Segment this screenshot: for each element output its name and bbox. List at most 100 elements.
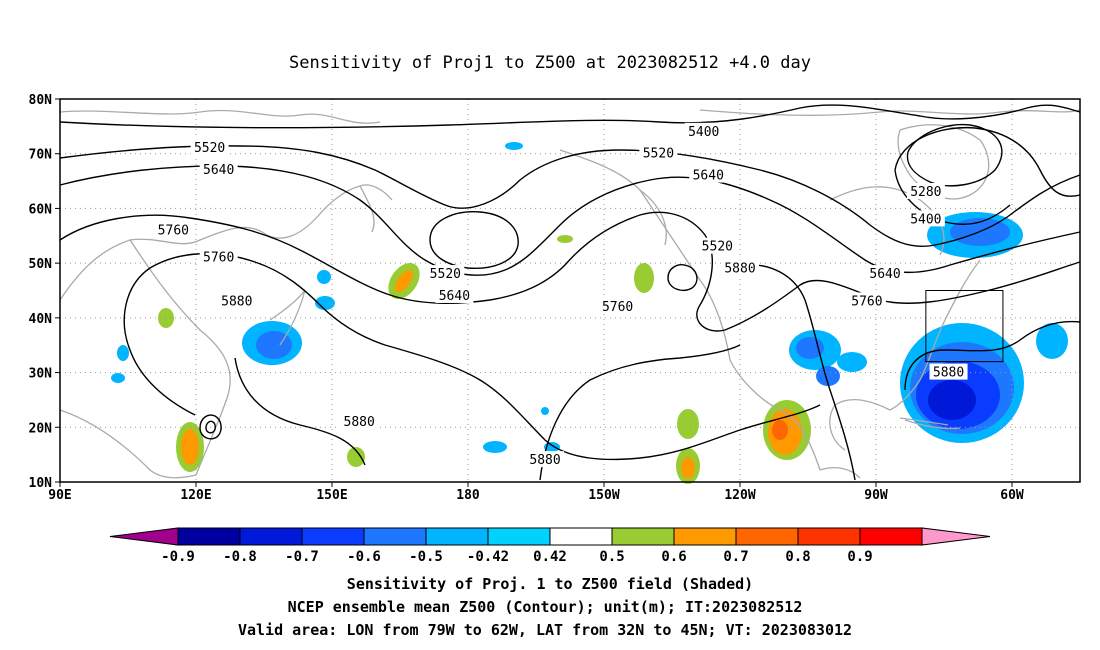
- coast-us-east: [889, 259, 981, 411]
- contour-labels: 5400 5520 5520 5640 5640 5280 5400 5760 5520 5760…: [154, 122, 968, 468]
- colorbar-label: 0.5: [599, 549, 624, 565]
- contour-label-bg: [190, 139, 229, 156]
- caption-line-2: NCEP ensemble mean Z500 (Contour); unit(…: [288, 598, 803, 616]
- contour-label: 5760: [602, 300, 633, 315]
- contour-high-1-inner: [205, 420, 216, 434]
- contour-high-1: [199, 414, 222, 440]
- contour-5880-pacific: [539, 344, 741, 481]
- contour-5880-west: [234, 357, 366, 466]
- contour-label: 5880: [344, 415, 375, 430]
- contour-5880-americas: [739, 263, 856, 481]
- lat-label: 80N: [29, 93, 53, 108]
- contour-label: 5640: [439, 289, 470, 304]
- contour-label-bg: [598, 297, 637, 314]
- shade-neg-11: [837, 352, 867, 372]
- coast-hudson: [829, 186, 945, 256]
- contour-label-bg: [340, 412, 379, 429]
- lon-label: 120E: [180, 488, 211, 503]
- shade-pos-8-core: [681, 457, 695, 479]
- contour-label: 5280: [910, 185, 941, 200]
- contour-label: 5640: [203, 163, 234, 178]
- shade-pos-1-core: [395, 269, 413, 293]
- lat-label: 30N: [29, 367, 53, 382]
- colorbar-label: 0.8: [785, 549, 810, 565]
- colorbar: -0.9 -0.8 -0.7 -0.6 -0.5 -0.42 0.42 0.5 0.6 0.7 0.…: [109, 527, 991, 565]
- contour-label: 5880: [933, 366, 964, 381]
- shade-neg-4: [117, 345, 129, 361]
- contour-label: 5880: [724, 262, 755, 277]
- lon-label: 150E: [316, 488, 347, 503]
- coast-seasia: [59, 409, 197, 479]
- contour-label: 5760: [203, 251, 234, 266]
- lon-label: 150W: [588, 488, 619, 503]
- lon-axis-labels: 90E 120E 150E 180 150W 120W 90W 60W: [48, 482, 1024, 503]
- contour-label-bg: [217, 292, 256, 309]
- colorbar-box: [301, 527, 365, 546]
- coast-asia-east: [59, 184, 393, 301]
- coast-central-america: [819, 467, 861, 479]
- z500-contours: [59, 104, 1081, 481]
- lon-label: 180: [456, 488, 480, 503]
- contour-label: 5520: [643, 147, 674, 162]
- colorbar-label: -0.7: [285, 549, 319, 565]
- coast-arctic-canada: [699, 109, 1081, 116]
- colorbar-box: [425, 527, 489, 546]
- contour-label-bg: [847, 292, 886, 309]
- contour-label-bg: [929, 363, 968, 380]
- coast-japan: [269, 289, 306, 346]
- contour-label-bg: [906, 210, 945, 227]
- colorbar-box: [797, 527, 861, 546]
- colorbar-label: -0.42: [467, 549, 509, 565]
- lon-label: 120W: [724, 488, 755, 503]
- lat-label: 50N: [29, 257, 53, 272]
- contour-label-bg: [866, 265, 905, 282]
- contour-label: 5640: [869, 267, 900, 282]
- lon-label: 60W: [1000, 488, 1024, 503]
- shade-neg-12: [816, 366, 840, 386]
- caption-line-3: Valid area: LON from 79W to 62W, LAT fro…: [238, 621, 852, 639]
- contour-label-bg: [721, 259, 759, 276]
- colorbar-box: [549, 527, 613, 546]
- colorbar-box: [611, 527, 675, 546]
- colorbar-high-extend: [921, 527, 991, 546]
- contour-low-2: [667, 264, 698, 292]
- coast-asia-north: [59, 109, 381, 124]
- contour-label-bg: [698, 237, 737, 254]
- shade-pos-4-core: [181, 429, 199, 465]
- shade-pos-6: [557, 235, 573, 243]
- contour-label-bg: [689, 166, 728, 183]
- colorbar-box: [487, 527, 551, 546]
- valid-area-box: [925, 290, 1004, 363]
- contour-label: 5760: [851, 294, 882, 309]
- shade-neg-7: [483, 441, 507, 453]
- contour-label: 5640: [693, 169, 724, 184]
- contour-5400: [59, 104, 1081, 129]
- colorbar-label: -0.9: [161, 549, 195, 565]
- coastlines: [59, 109, 1081, 479]
- lat-label: 70N: [29, 148, 53, 163]
- coast-cuba: [899, 417, 949, 426]
- colorbar-label: 0.9: [847, 549, 872, 565]
- shade-neg-15-core: [928, 380, 976, 420]
- coast-caribbean: [904, 419, 961, 430]
- colorbar-low-extend: [109, 527, 179, 546]
- contour-label-bg: [526, 451, 565, 468]
- contour-label: 5520: [194, 141, 225, 156]
- contour-label-bg: [639, 144, 678, 161]
- lat-label: 20N: [29, 421, 53, 436]
- lat-axis-labels: 80N 70N 60N 50N 40N 30N 20N 10N: [29, 93, 60, 491]
- shade-pos-5: [347, 447, 365, 467]
- colorbar-box: [859, 527, 923, 546]
- colorbar-label: 0.42: [533, 549, 567, 565]
- shade-pos-2: [634, 263, 654, 293]
- lon-label: 90E: [48, 488, 71, 503]
- contour-label-bg: [906, 183, 945, 200]
- contour-label-bg: [426, 265, 465, 282]
- contour-label-bg: [684, 122, 723, 139]
- contour-label-bg: [199, 161, 238, 178]
- shade-neg-14: [1036, 323, 1068, 359]
- shade-neg-1-core: [256, 331, 292, 359]
- colorbar-box: [177, 527, 241, 546]
- contour-label-bg: [435, 286, 474, 303]
